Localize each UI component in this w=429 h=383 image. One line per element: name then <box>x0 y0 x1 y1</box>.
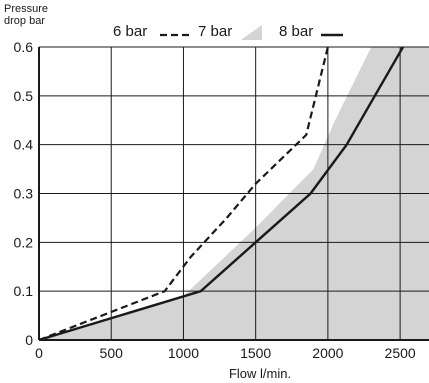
series-6-bar-line <box>38 46 329 342</box>
y-tick-label: 0.4 <box>14 137 34 153</box>
series-7-bar-area <box>39 47 429 340</box>
x-tick-label: 500 <box>100 345 124 361</box>
y-axis-label-line-1: Pressure <box>4 3 49 15</box>
y-tick-label: 0.5 <box>14 88 34 104</box>
legend-6-bar: 6 bar <box>113 23 148 40</box>
legend-7-bar-swatch <box>241 25 262 40</box>
series-8-bar-line <box>38 46 405 342</box>
x-tick-label: 1500 <box>240 345 271 361</box>
y-tick-label: 0.2 <box>14 234 34 250</box>
x-tick-label: 0 <box>35 345 43 361</box>
y-tick-label: 0.3 <box>14 186 34 202</box>
x-tick-label: 1000 <box>168 345 199 361</box>
legend-7-bar: 7 bar <box>198 23 233 40</box>
y-axis-label: Pressure drop bar <box>4 3 48 27</box>
x-tick-label: 2000 <box>312 345 343 361</box>
legend-8-bar: 8 bar <box>279 23 314 40</box>
y-tick-label: 0 <box>25 332 33 348</box>
y-axis-label-line-2: drop bar <box>4 15 45 27</box>
y-tick-label: 0.6 <box>14 39 34 55</box>
y-tick-label: 0.1 <box>14 283 34 299</box>
x-tick-label: 2500 <box>385 345 416 361</box>
x-axis-label: Flow l/min. <box>228 366 292 381</box>
